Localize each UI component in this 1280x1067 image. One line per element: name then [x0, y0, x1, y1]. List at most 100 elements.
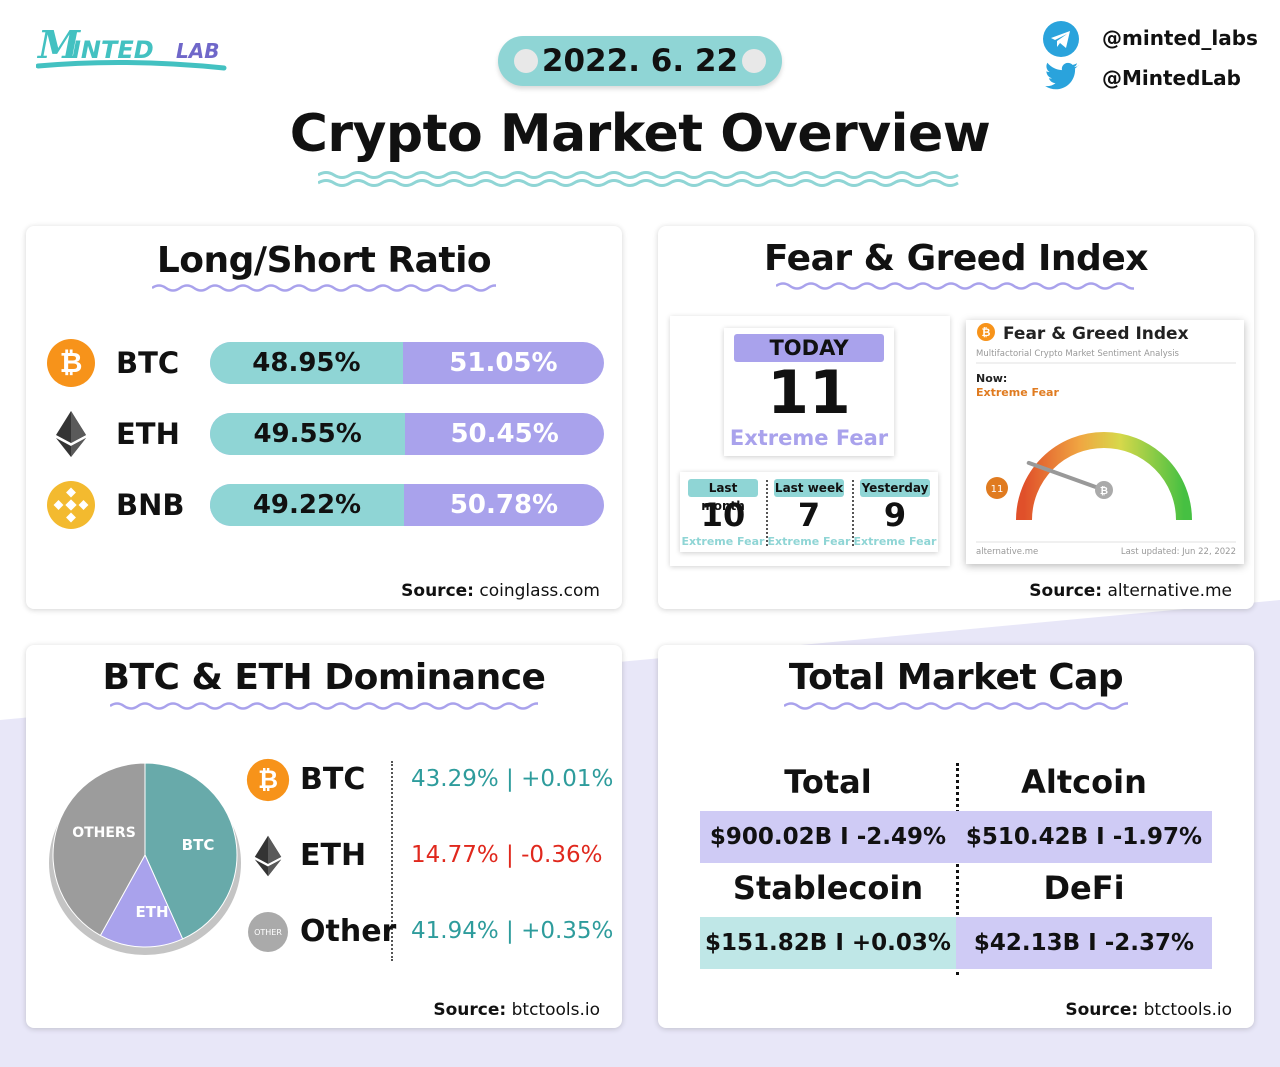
market-cap-card: Total Market Cap Total Altcoin $900.02B … — [658, 645, 1254, 1028]
fear-greed-title: Fear & Greed Index — [764, 238, 1148, 279]
market-cap-source: Source: btctools.io — [1065, 1000, 1232, 1020]
ls-short-segment: 50.45% — [450, 419, 559, 449]
dominance-divider — [391, 761, 393, 961]
widget-bitcoin-icon: ₿ — [977, 323, 995, 341]
ls-bar: 49.55% 50.45% — [210, 413, 604, 455]
svg-text:M: M — [36, 22, 81, 67]
history-divider — [852, 480, 854, 546]
history-last-month: Last month 10 Extreme Fear — [681, 479, 765, 548]
today-label: TODAY — [734, 334, 884, 362]
ls-long-segment: 48.95% — [210, 342, 403, 384]
ls-long-segment: 49.22% — [210, 484, 404, 526]
history-last-week: Last week 7 Extreme Fear — [767, 479, 851, 548]
fear-greed-widget: ₿ Fear & Greed Index Multifactorial Cryp… — [966, 320, 1244, 564]
ethereum-icon — [46, 409, 96, 463]
today-classification: Extreme Fear — [729, 426, 889, 450]
widget-subtitle: Multifactorial Crypto Market Sentiment A… — [976, 349, 1180, 359]
gauge-arc — [1016, 432, 1192, 521]
pie-slice-btc — [144, 762, 238, 940]
total-label: Total — [784, 763, 872, 801]
stablecoin-value: $151.82B I +0.03% — [700, 917, 956, 969]
title-wave-decoration — [318, 171, 959, 187]
ls-bar: 49.22% 50.78% — [210, 484, 604, 526]
widget-now-label: Now: — [976, 372, 1007, 385]
fear-greed-source: Source: alternative.me — [1029, 581, 1232, 601]
ls-row-eth: ETH 49.55% 50.45% — [46, 407, 606, 461]
ls-long-segment: 49.55% — [210, 413, 406, 455]
pie-label-eth: ETH — [135, 903, 168, 921]
ls-symbol: ETH — [116, 417, 180, 451]
long-short-card: Long/Short Ratio ₿ BTC 48.95% 51.05% ETH 49.5… — [26, 226, 622, 609]
fear-greed-summary: TODAY 11 Extreme Fear Last month 10 Extr… — [670, 316, 950, 566]
total-value: $900.02B I -2.49% — [700, 811, 956, 863]
dominance-card: BTC & ETH Dominance BTC ETH OTHERS ₿ BTC 4… — [26, 645, 622, 1028]
dominance-value: 43.29% | +0.01% — [411, 766, 614, 792]
ls-row-bnb: BNB 49.22% 50.78% — [46, 478, 606, 532]
twitter-icon — [1042, 60, 1080, 101]
history-divider — [766, 480, 768, 546]
defi-label: DeFi — [1043, 869, 1125, 907]
pie-label-btc: BTC — [182, 836, 215, 854]
svg-text:₿: ₿ — [258, 765, 278, 794]
telegram-icon — [1042, 20, 1080, 63]
svg-text:INTED: INTED — [72, 36, 154, 64]
defi-value: $42.13B I -2.37% — [956, 917, 1212, 969]
telegram-handle: @minted_labs — [1102, 26, 1258, 50]
dominance-title: BTC & ETH Dominance — [102, 657, 546, 698]
pie-slice-others — [52, 762, 146, 937]
today-value: 11 — [767, 358, 851, 428]
long-short-title: Long/Short Ratio — [156, 240, 492, 281]
gauge-value-badge — [986, 477, 1008, 499]
mintedlab-logo: M INTED LAB — [35, 18, 236, 78]
other-icon: OTHER — [246, 910, 290, 958]
page-title: Crypto Market Overview — [289, 104, 991, 164]
fear-greed-card: Fear & Greed Index TODAY 11 Extreme Fear… — [658, 226, 1254, 609]
dominance-value: 14.77% | -0.36% — [411, 842, 603, 868]
pie-slice-eth — [99, 853, 184, 948]
stablecoin-label: Stablecoin — [732, 869, 924, 907]
svg-text:LAB: LAB — [176, 39, 219, 63]
date-text: 2022. 6. 22 — [541, 43, 739, 79]
market-cap-wave — [784, 702, 1128, 710]
market-cap-title: Total Market Cap — [788, 657, 1124, 698]
widget-footer-right: Last updated: Jun 22, 2022 — [1121, 547, 1236, 557]
history-box: Last month 10 Extreme Fear Last week 7 E… — [680, 472, 938, 552]
dominance-symbol: BTC — [300, 762, 366, 797]
pill-dot-left — [514, 49, 538, 73]
ls-symbol: BNB — [116, 488, 185, 522]
gauge-value: 11 — [991, 484, 1004, 495]
today-box: TODAY 11 Extreme Fear — [724, 328, 894, 456]
ls-bar: 48.95% 51.05% — [210, 342, 604, 384]
dominance-source: Source: btctools.io — [433, 1000, 600, 1020]
dominance-pie: BTC ETH OTHERS — [49, 762, 241, 955]
svg-text:OTHER: OTHER — [254, 928, 282, 937]
svg-text:₿: ₿ — [982, 326, 991, 339]
ethereum-icon — [246, 834, 290, 882]
widget-title: Fear & Greed Index — [1003, 324, 1189, 344]
bitcoin-icon: ₿ — [46, 338, 96, 392]
dominance-row-other: OTHER Other 41.94% | +0.35% — [246, 908, 626, 958]
bitcoin-icon: ₿ — [246, 758, 290, 806]
dominance-value: 41.94% | +0.35% — [411, 918, 614, 944]
altcoin-value: $510.42B I -1.97% — [956, 811, 1212, 863]
ls-short-segment: 50.78% — [449, 490, 559, 520]
svg-text:₿: ₿ — [1100, 485, 1108, 497]
pill-dot-right — [742, 49, 766, 73]
long-short-source: Source: coinglass.com — [401, 581, 600, 601]
widget-now-value: Extreme Fear — [976, 386, 1059, 399]
dominance-row-eth: ETH 14.77% | -0.36% — [246, 832, 626, 882]
history-yesterday: Yesterday 9 Extreme Fear — [853, 479, 937, 548]
dominance-symbol: Other — [300, 914, 397, 949]
dominance-wave — [110, 702, 538, 710]
pie-label-others: OTHERS — [72, 825, 136, 841]
long-short-wave — [152, 284, 496, 292]
svg-text:₿: ₿ — [60, 346, 83, 379]
gauge-needle — [1026, 460, 1106, 492]
fear-greed-wave — [776, 282, 1134, 290]
bnb-icon — [46, 480, 96, 534]
widget-footer-left: alternative.me — [976, 547, 1038, 557]
market-cap-divider — [956, 763, 959, 975]
ls-symbol: BTC — [116, 346, 180, 380]
ls-short-segment: 51.05% — [449, 348, 558, 378]
dominance-row-btc: ₿ BTC 43.29% | +0.01% — [246, 756, 626, 806]
